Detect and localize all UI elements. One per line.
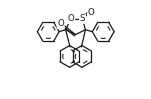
Text: O: O (88, 8, 95, 17)
Text: S: S (80, 14, 85, 23)
Text: O: O (57, 19, 64, 28)
Text: O: O (68, 14, 74, 23)
